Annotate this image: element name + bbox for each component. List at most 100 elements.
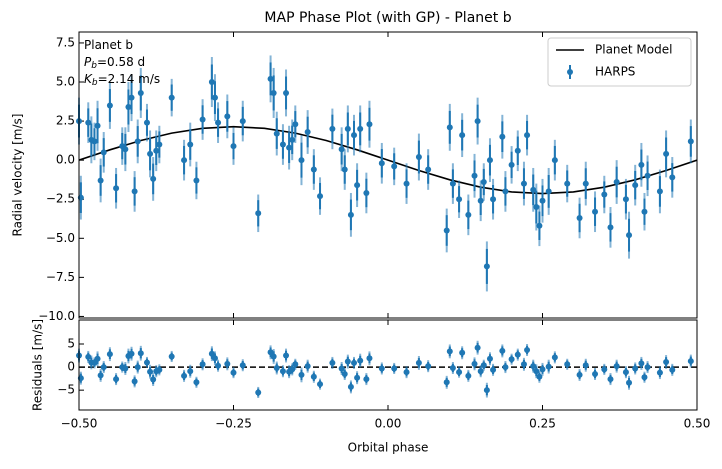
data-point [545,188,552,195]
data-point [483,263,490,270]
data-point [524,347,531,353]
data-point [255,210,262,217]
legend-label: Planet Model [595,43,672,57]
data-point [626,379,633,386]
data-point [474,344,481,351]
annotation: Kb=2.14 m/s [84,72,160,88]
data-point [622,196,629,203]
data-point [366,355,373,362]
y-tick-label: 5.0 [56,75,75,89]
chart-title: MAP Phase Plot (with GP) - Planet b [264,10,511,26]
data-point [449,365,456,371]
data-point [520,180,527,187]
data-point [490,366,497,373]
data-point [656,188,663,195]
data-point [607,376,614,383]
data-point [582,180,589,187]
data-point [592,371,599,377]
data-point [147,150,154,157]
data-point [459,349,466,356]
data-point [502,364,509,371]
annotation: Planet b [84,38,133,52]
data-point [443,379,450,386]
data-point [347,211,354,218]
data-point [626,232,633,239]
data-point [100,364,107,371]
data-point [539,197,546,204]
data-point [632,365,639,372]
data-point [459,132,466,139]
data-point [551,157,558,164]
model-line [79,125,697,195]
data-point [347,383,354,390]
data-point [344,125,351,132]
data-point [490,196,497,203]
annotation-subscript: b [91,61,97,71]
data-point [317,381,324,388]
data-point [601,366,608,373]
data-point [480,179,487,186]
data-point [499,133,506,140]
data-point [354,374,361,381]
data-point [156,141,163,148]
y-tick-label: −5.0 [46,231,75,245]
y-axis-label: Residuals [m/s] [31,319,45,411]
data-point [230,369,237,376]
data-point [530,186,537,193]
data-point [378,160,385,167]
data-point [286,144,293,151]
data-point [344,358,351,365]
data-point [351,132,358,139]
data-point [576,371,583,378]
data-point [632,182,639,189]
data-point [669,366,676,373]
y-tick-label: −7.5 [46,270,75,284]
data-point [193,177,200,184]
data-point [483,387,490,394]
data-point [564,180,571,187]
data-point [641,208,648,215]
x-tick-label: −0.25 [215,417,252,431]
data-point [446,124,453,131]
data-point [208,79,215,86]
data-point [425,166,432,173]
annotation-text: Planet b [84,38,133,52]
data-point [113,185,120,192]
data-point [304,129,311,136]
data-point [354,182,361,189]
x-axis-label: Orbital phase [348,441,429,455]
data-point [351,359,358,366]
y-tick-label: 0.0 [56,153,75,167]
data-point [613,179,620,186]
data-point [456,369,463,376]
data-point [508,356,515,363]
data-point [663,150,670,157]
data-point [391,163,398,170]
data-point [289,366,296,373]
data-point [131,188,138,195]
data-point [329,359,336,366]
data-point [366,121,373,128]
data-point [199,361,206,368]
y-tick-label: 2.5 [56,114,75,128]
data-point [289,136,296,143]
data-point [622,369,629,376]
data-point [415,154,422,161]
data-point [153,147,160,154]
y-tick-label: −10.0 [38,309,75,323]
data-point [530,363,537,370]
data-point [208,350,215,357]
data-point [283,352,290,359]
x-tick-label: 0.25 [529,417,556,431]
data-point [536,222,543,229]
data-point [576,214,583,221]
data-point [137,89,144,96]
data-point [137,350,144,357]
data-point [363,376,370,383]
x-tick-label: 0.00 [375,417,402,431]
annotation-text: =0.58 d [97,55,145,69]
data-point [656,369,663,376]
annotation-text: =2.14 m/s [98,72,161,86]
data-point [465,211,472,218]
